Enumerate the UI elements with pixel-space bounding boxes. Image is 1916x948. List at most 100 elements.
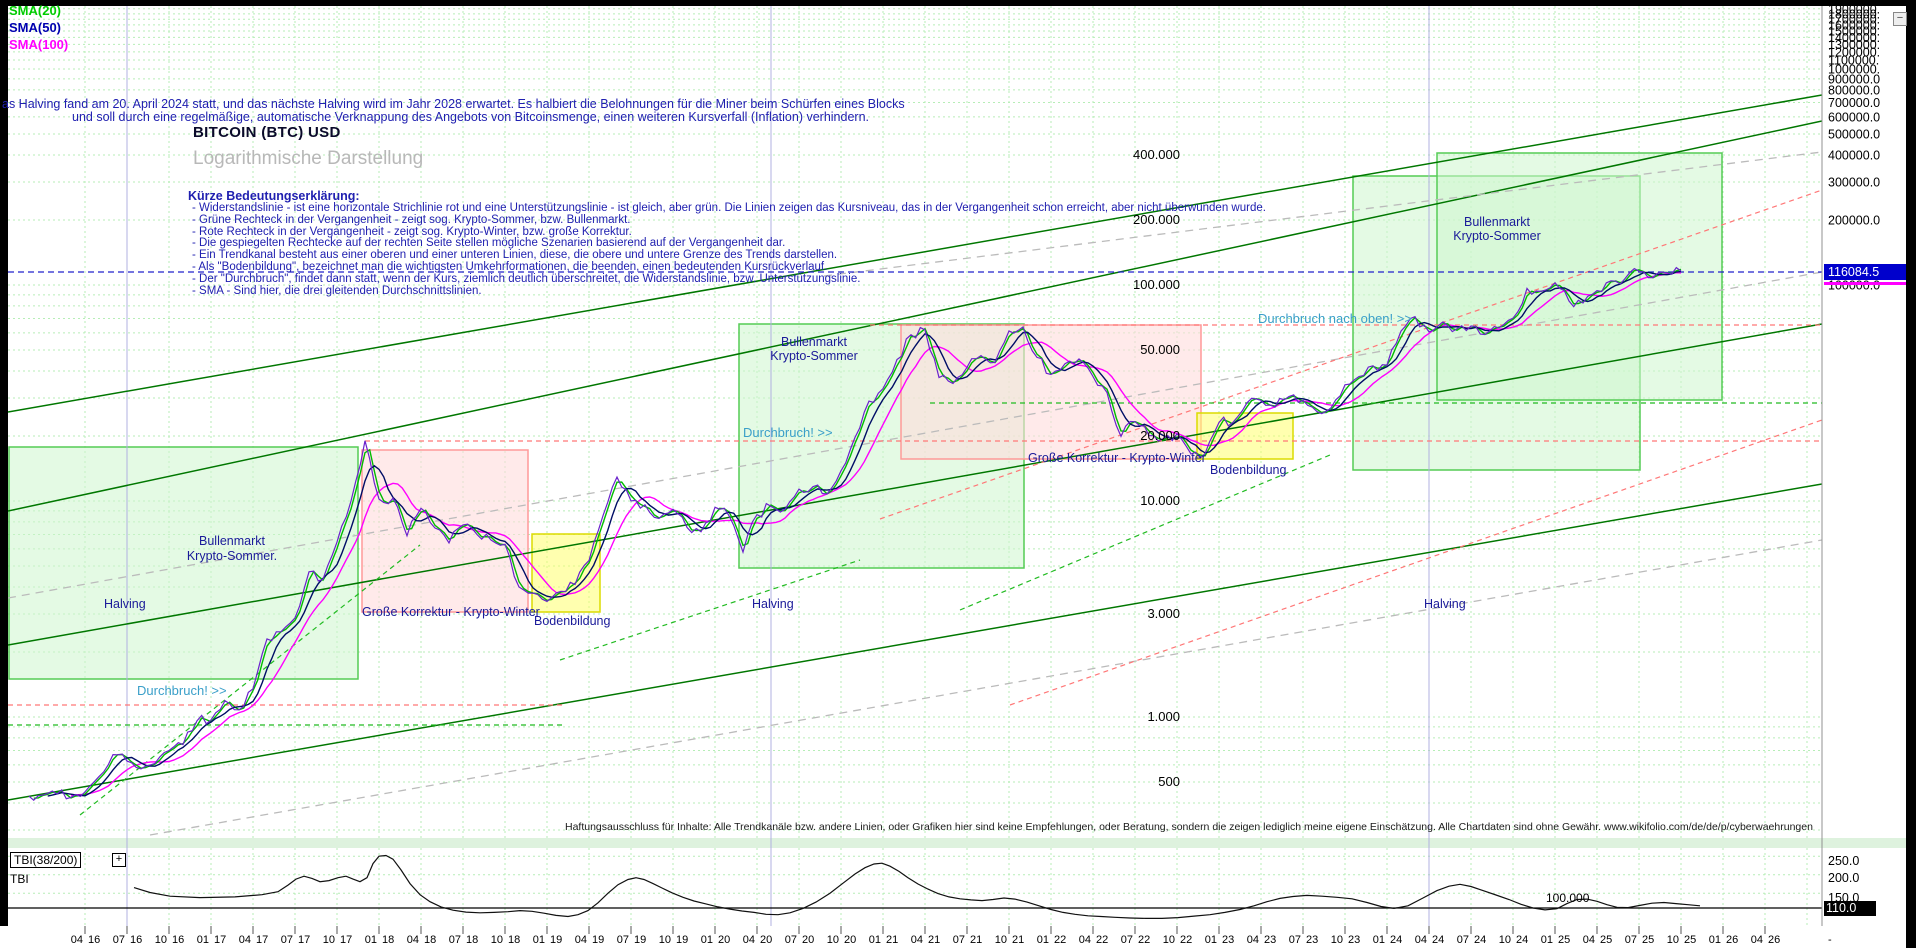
x-axis-year: 22 bbox=[1138, 934, 1150, 946]
explanation-heading: Kürze Bedeutungserklärung: bbox=[188, 189, 360, 203]
x-axis-month: 01 bbox=[533, 934, 545, 946]
x-axis-month: 01 bbox=[869, 934, 881, 946]
sma100-line bbox=[70, 271, 1682, 796]
price-series bbox=[28, 266, 1682, 802]
x-axis-month: 07 bbox=[113, 934, 125, 946]
x-axis-month: 10 bbox=[491, 934, 503, 946]
tbi-axis-label: 250.0 bbox=[1828, 854, 1860, 868]
x-axis-month: 10 bbox=[1499, 934, 1511, 946]
explanation-item: - Als "Bodenbildung", bezeichnet man die… bbox=[192, 260, 828, 273]
x-axis-month: 07 bbox=[953, 934, 965, 946]
x-axis-year: 16 bbox=[88, 934, 100, 946]
x-axis-year: 26 bbox=[1726, 934, 1738, 946]
chart-annotation: Bodenbildung bbox=[1210, 463, 1287, 477]
tbi-indicator-label[interactable]: TBI(38/200) bbox=[10, 852, 82, 868]
x-axis-year: 17 bbox=[340, 934, 352, 946]
x-axis-year: 25 bbox=[1600, 934, 1612, 946]
inner-price-label: 400.000 bbox=[1133, 147, 1180, 162]
explanation-list: - Widerstandslinie - ist eine horizontal… bbox=[192, 202, 1266, 297]
page-title: BITCOIN (BTC) USD bbox=[193, 124, 341, 141]
x-axis-month: 04 bbox=[407, 934, 419, 946]
inner-price-label: 3.000 bbox=[1147, 606, 1180, 621]
x-axis-year: 23 bbox=[1306, 934, 1318, 946]
x-axis-month: 07 bbox=[281, 934, 293, 946]
x-axis-year: 18 bbox=[508, 934, 520, 946]
y-axis-label: 1600000. bbox=[1828, 18, 1880, 32]
x-axis-month: 01 bbox=[197, 934, 209, 946]
x-axis-year: 24 bbox=[1390, 934, 1402, 946]
x-axis-month: 07 bbox=[449, 934, 461, 946]
x-axis-month: 01 bbox=[1205, 934, 1217, 946]
explanation-item: - Widerstandslinie - ist eine horizontal… bbox=[192, 202, 1266, 214]
x-axis-year: 21 bbox=[1012, 934, 1024, 946]
tbi-axis-label: 200.0 bbox=[1828, 871, 1860, 885]
x-axis-month: 07 bbox=[1625, 934, 1637, 946]
x-axis-month: 04 bbox=[1247, 934, 1259, 946]
trend-lines bbox=[8, 94, 1822, 836]
inner-price-label: 1.000 bbox=[1147, 709, 1180, 724]
x-axis-month: 04 bbox=[743, 934, 755, 946]
x-axis-month: 01 bbox=[1709, 934, 1721, 946]
chart-annotation: Halving bbox=[1424, 597, 1466, 611]
inner-price-label: 100.000 bbox=[1133, 277, 1180, 292]
page-subtitle: Logarithmische Darstellung bbox=[193, 148, 424, 169]
x-axis-year: 24 bbox=[1432, 934, 1444, 946]
tbi-axis-highlight: 110.0 bbox=[1824, 901, 1876, 916]
explanation-item: - Die gespiegelten Rechtecke auf der rec… bbox=[192, 237, 786, 250]
green-scenario-rect bbox=[1436, 152, 1723, 401]
y-axis-label: 500000.0 bbox=[1828, 128, 1880, 142]
chart-annotation: Halving bbox=[752, 597, 794, 611]
y-axis-label: 400000.0 bbox=[1828, 148, 1880, 162]
x-axis-month: 10 bbox=[1331, 934, 1343, 946]
chart-annotation: Durchbruch! >> bbox=[137, 683, 227, 698]
chart-annotation: Bullenmarkt bbox=[199, 534, 266, 548]
x-axis-month: 10 bbox=[323, 934, 335, 946]
halving-note-line2: und soll durch eine regelmäßige, automat… bbox=[72, 110, 869, 124]
halving-note-line1: as Halving fand am 20. April 2024 statt,… bbox=[2, 97, 905, 111]
x-axis-year: 24 bbox=[1474, 934, 1486, 946]
y-axis-label: 1200000. bbox=[1828, 45, 1880, 59]
tbi-inner-level-label: 100.000 bbox=[1546, 891, 1590, 905]
y-axis-label: 900000.0 bbox=[1828, 72, 1880, 86]
explanation-item: - SMA - Sind hier, die drei gleitenden D… bbox=[192, 284, 482, 297]
x-axis-year: 16 bbox=[130, 934, 142, 946]
x-axis-month: 10 bbox=[1667, 934, 1679, 946]
x-axis-month: 01 bbox=[365, 934, 377, 946]
x-axis-year: 19 bbox=[634, 934, 646, 946]
y-axis-label: 100000.0 bbox=[1828, 279, 1880, 293]
x-axis-month: 07 bbox=[1289, 934, 1301, 946]
btc-price-line bbox=[28, 266, 1682, 802]
x-axis-year: 17 bbox=[214, 934, 226, 946]
x-axis-month: 01 bbox=[1373, 934, 1385, 946]
x-axis-month: 10 bbox=[155, 934, 167, 946]
legend-sma50[interactable]: SMA(50) bbox=[9, 20, 62, 35]
x-axis-month: 01 bbox=[1037, 934, 1049, 946]
scenario-rectangles bbox=[8, 152, 1723, 680]
tbi-expand-button[interactable]: + bbox=[112, 853, 126, 867]
y-axis-label: 1800000. bbox=[1828, 7, 1880, 21]
legend-sma100[interactable]: SMA(100) bbox=[9, 37, 69, 52]
x-axis-month: 07 bbox=[617, 934, 629, 946]
x-axis-year: 16 bbox=[172, 934, 184, 946]
x-axis-year: 19 bbox=[676, 934, 688, 946]
y-axis-label: 600000.0 bbox=[1828, 110, 1880, 124]
explanation-item: - Ein Trendkanal besteht aus einer obere… bbox=[192, 249, 838, 262]
explanation-item: - Rote Rechteck in der Vergangenheit - z… bbox=[192, 225, 632, 238]
x-axis-month: 04 bbox=[911, 934, 923, 946]
x-axis-year: 22 bbox=[1096, 934, 1108, 946]
chart-annotation: Krypto-Sommer bbox=[770, 349, 858, 363]
inner-price-label: 10.000 bbox=[1140, 493, 1180, 508]
x-axis-year: 23 bbox=[1348, 934, 1360, 946]
disclaimer-text: Haftungsausschluss für Inhalte: Alle Tre… bbox=[565, 821, 1813, 833]
x-axis-year: 25 bbox=[1558, 934, 1570, 946]
x-axis-year: 18 bbox=[382, 934, 394, 946]
x-axis-year: 17 bbox=[256, 934, 268, 946]
collapse-button[interactable]: − bbox=[1893, 12, 1907, 26]
x-axis-year: 18 bbox=[424, 934, 436, 946]
y-axis-label: 1500000. bbox=[1828, 24, 1880, 38]
x-axis-year: 21 bbox=[970, 934, 982, 946]
chart-annotation: Krypto-Sommer bbox=[1453, 229, 1541, 243]
legend-sma20[interactable]: SMA(20) bbox=[9, 3, 62, 18]
